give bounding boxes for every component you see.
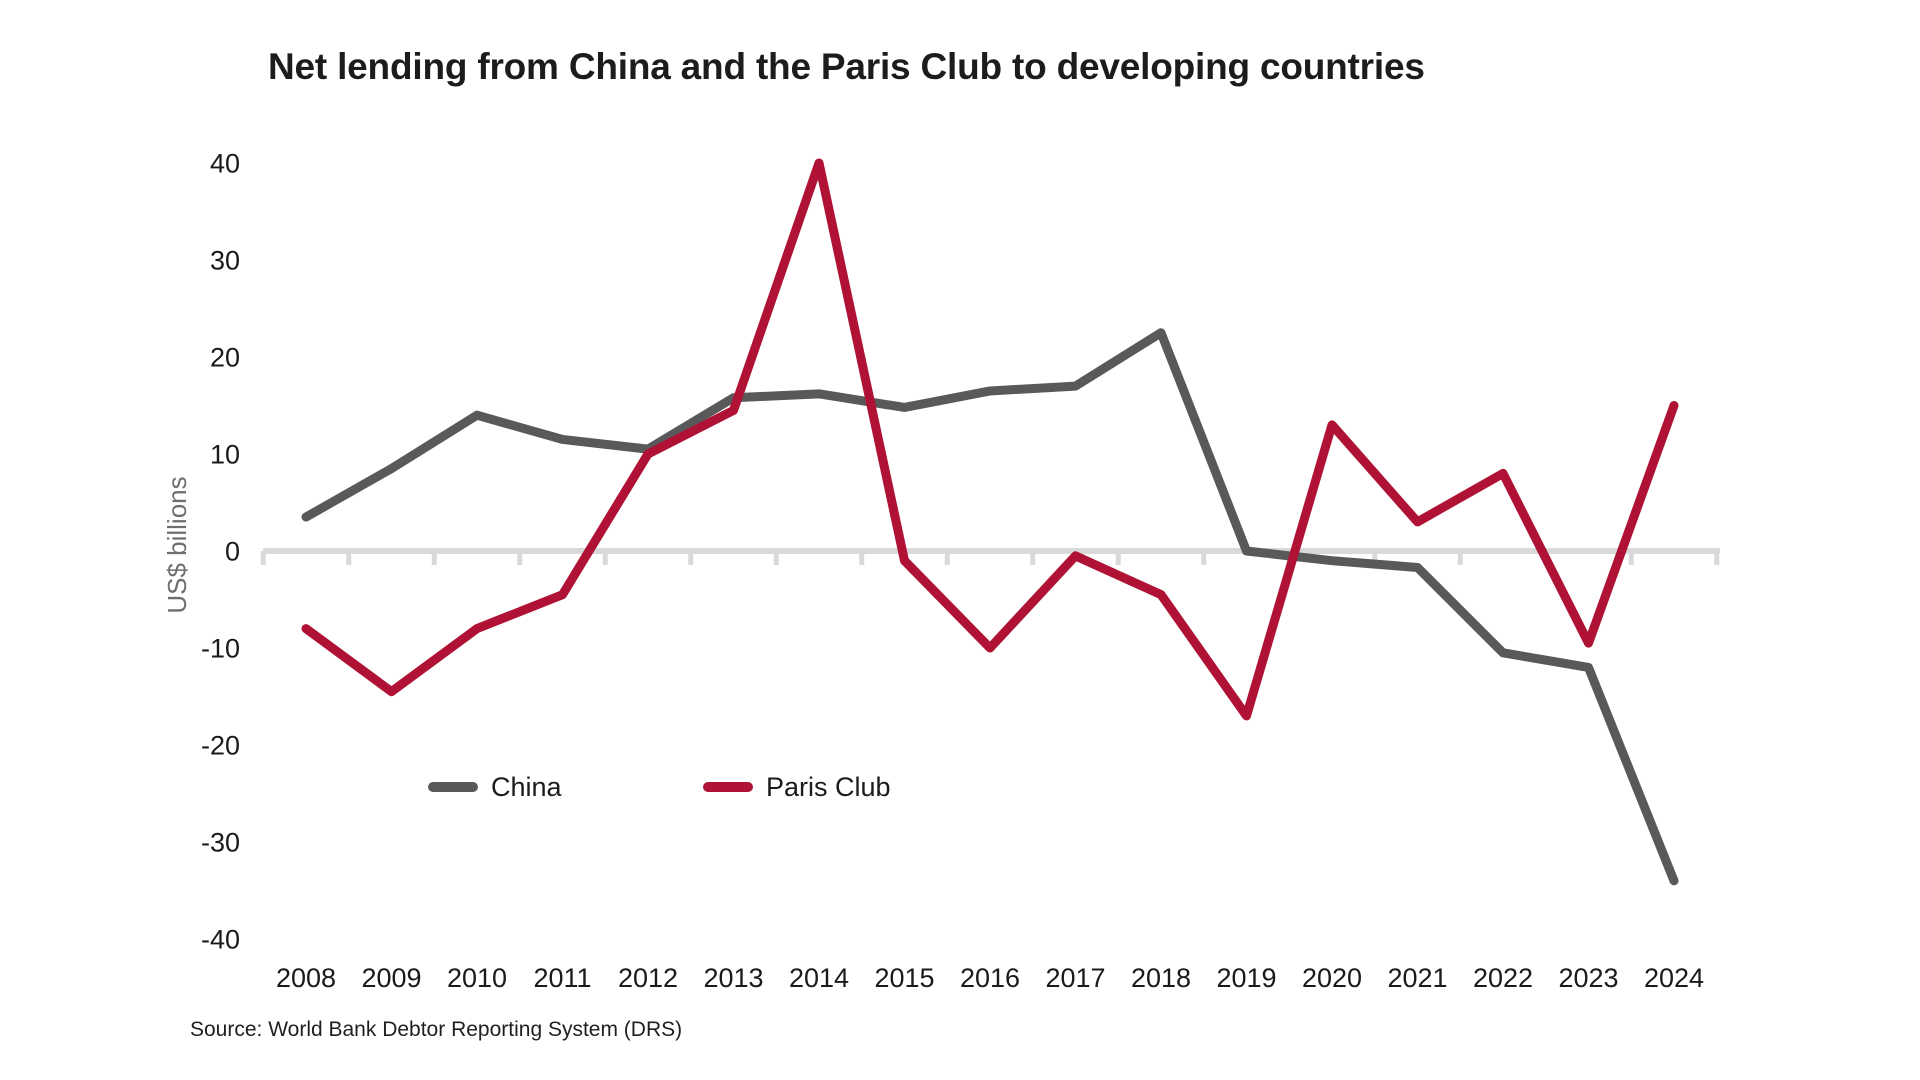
x-tick-label: 2019 [1216,963,1276,993]
x-tick-label: 2020 [1302,963,1362,993]
x-tick-label: 2014 [789,963,849,993]
y-tick-label: -40 [201,925,240,955]
x-tick-label: 2017 [1045,963,1105,993]
x-tick-label: 2015 [874,963,934,993]
x-tick-label: 2009 [361,963,421,993]
china-legend-label: China [491,771,562,802]
x-tick-label: 2011 [533,963,591,993]
series-line-china [301,328,1679,886]
x-tick-label: 2012 [618,963,678,993]
chart-title: Net lending from China and the Paris Clu… [268,46,1425,87]
paris-club-legend-swatch [703,782,753,792]
x-tick-label: 2023 [1558,963,1618,993]
x-tick-label: 2016 [960,963,1020,993]
y-tick-label: 30 [210,246,240,276]
x-tick-label: 2022 [1473,963,1533,993]
china-legend-swatch [428,782,478,792]
x-tick-label: 2021 [1387,963,1447,993]
source-note: Source: World Bank Debtor Reporting Syst… [190,1018,683,1041]
y-tick-label: -30 [201,828,240,858]
x-tick-label: 2018 [1131,963,1191,993]
y-tick-label: -20 [201,731,240,761]
x-tick-label: 2008 [276,963,336,993]
y-tick-label: 20 [210,343,240,373]
paris-club-legend-label: Paris Club [766,771,891,802]
legend-item-paris-club: Paris Club [703,771,891,803]
legend-item-china: China [428,771,562,803]
y-tick-label: 10 [210,440,240,470]
series-line-paris-club [301,158,1679,721]
x-tick-label: 2024 [1644,963,1704,993]
y-tick-label: 40 [210,149,240,179]
y-tick-label: -10 [201,634,240,664]
y-tick-label: 0 [225,537,240,567]
x-tick-label: 2010 [447,963,507,993]
x-tick-label: 2013 [703,963,763,993]
